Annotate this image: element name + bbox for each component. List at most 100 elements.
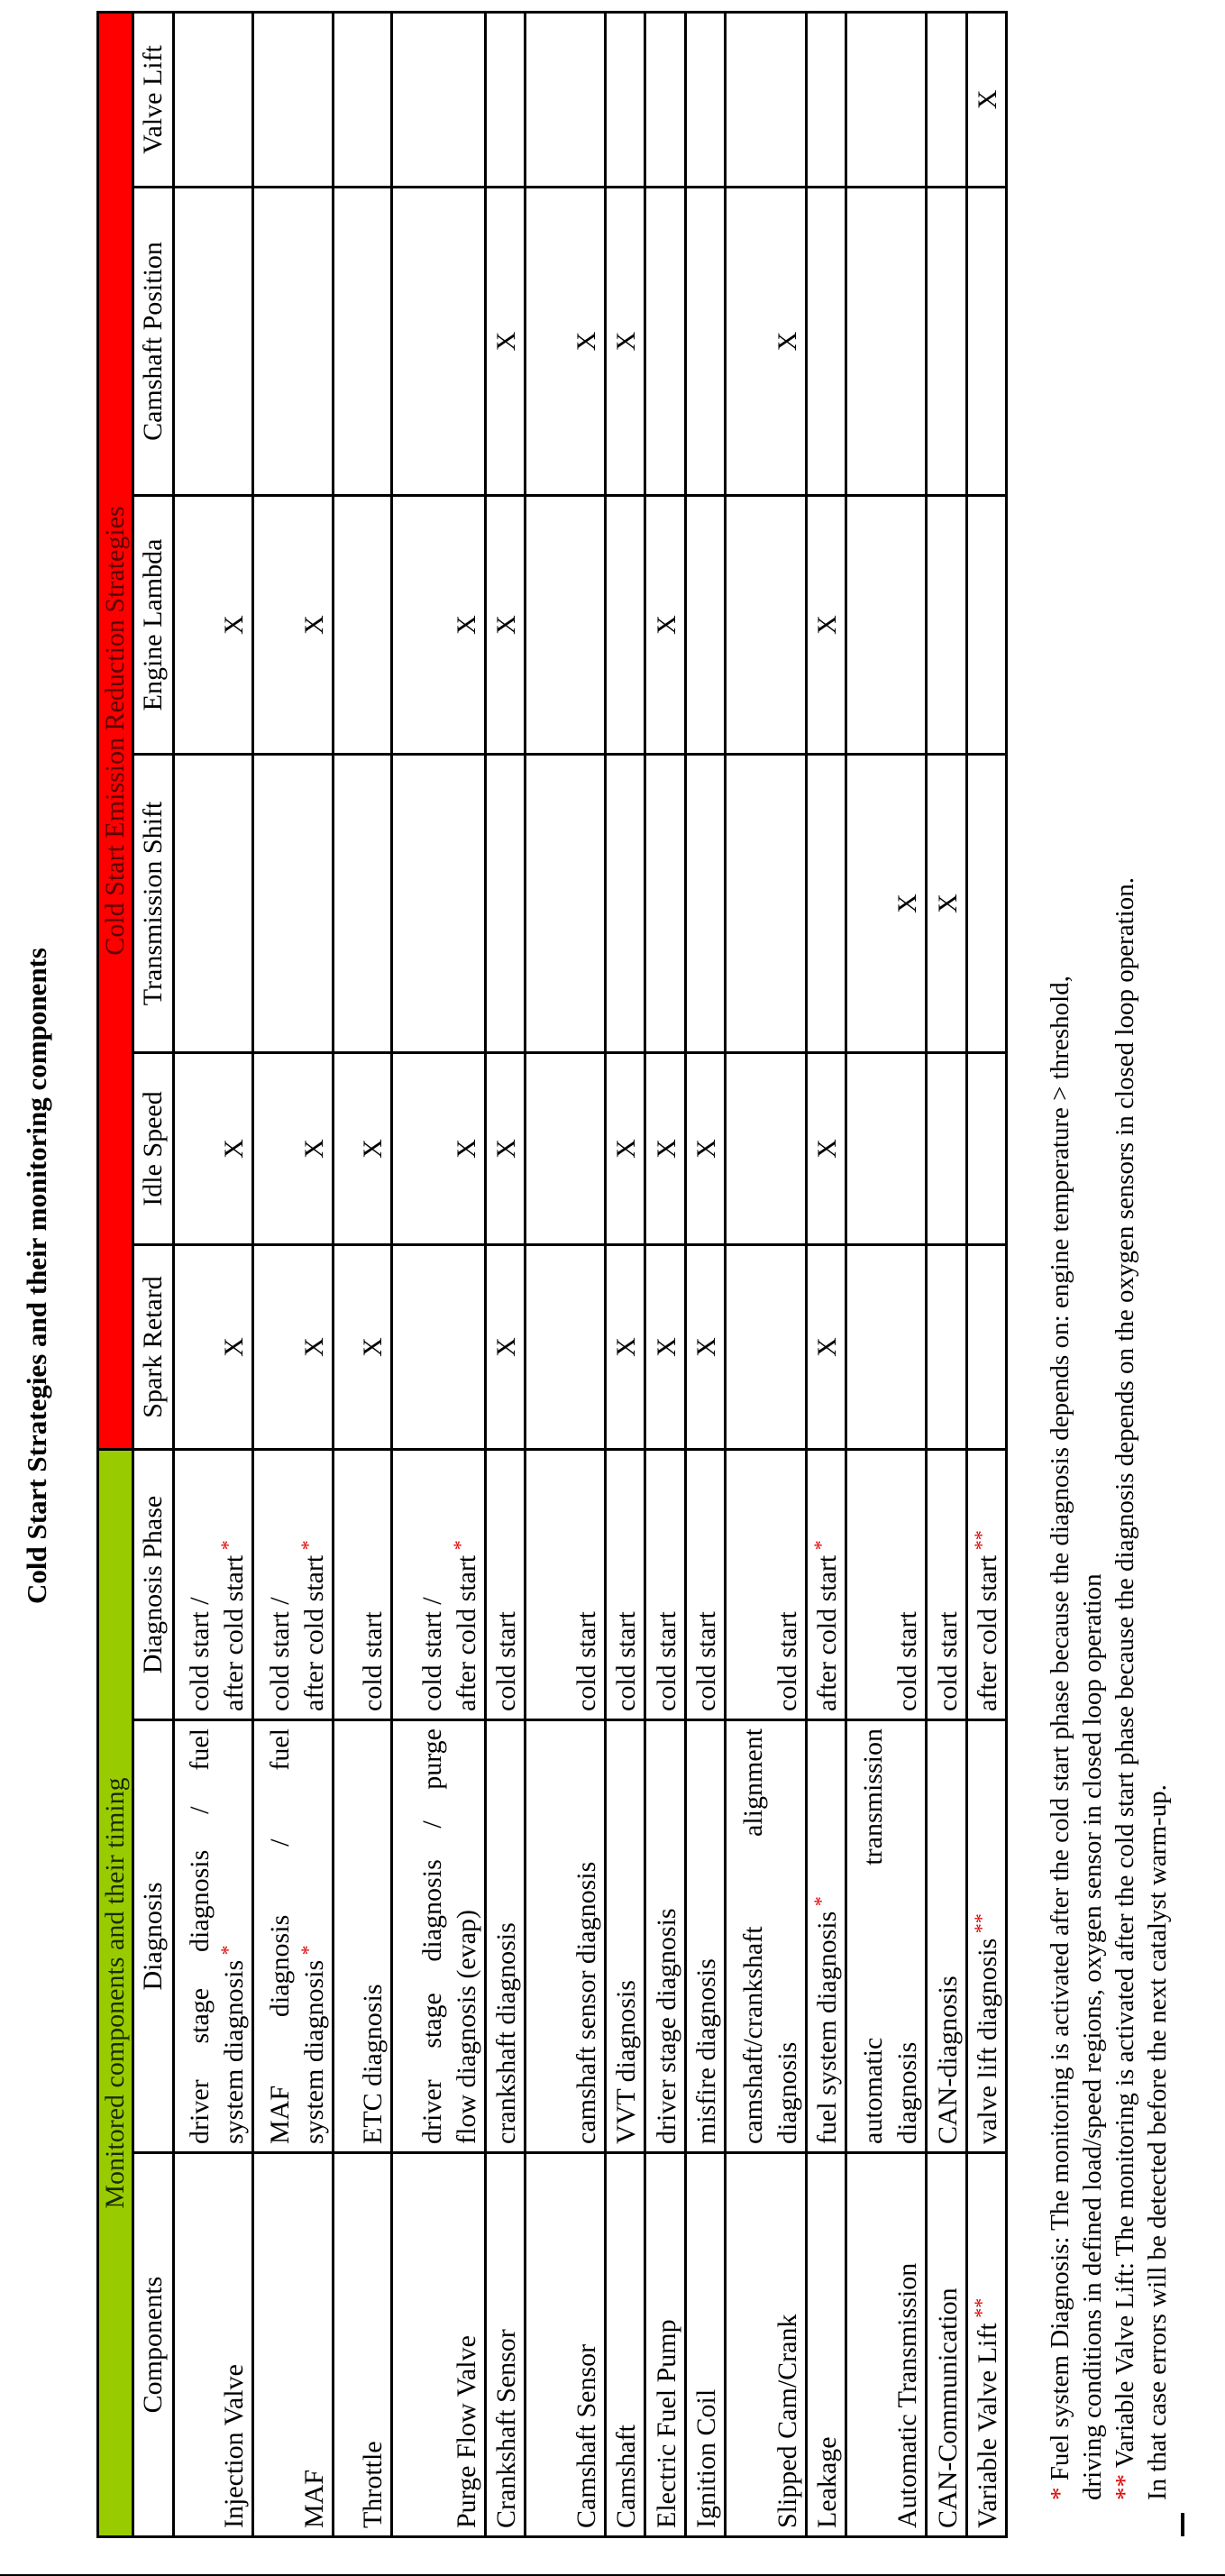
x-mark: X	[491, 615, 521, 635]
x-mark: X	[691, 1139, 721, 1159]
table-row: Throttle ETC diagnosis cold start X X	[333, 12, 392, 2537]
x-mark: X	[772, 331, 802, 352]
cell-transmission-shift	[806, 754, 846, 1053]
diagnosis-text: ETC diagnosis	[358, 1984, 388, 2145]
footnote-marker: *	[1046, 2487, 1074, 2501]
cell-spark-retard	[725, 1244, 807, 1450]
cell-camshaft-position	[806, 187, 846, 496]
footnotes: * Fuel system Diagnosis: The monitoring …	[1044, 877, 1174, 2500]
phase-line: cold start	[356, 1458, 390, 1711]
cell-transmission-shift: X	[926, 754, 967, 1053]
group-header-monitored: Monitored components and their timing	[97, 1449, 133, 2537]
cell-diagnosis-phase: cold start	[605, 1449, 645, 1720]
phase-text: after cold start	[973, 1554, 1002, 1711]
component-name: Electric Fuel Pump	[652, 2319, 681, 2528]
cell-idle-speed	[966, 1052, 1007, 1245]
diagnosis-line: VVT diagnosis	[609, 1728, 644, 2144]
cell-camshaft-position	[173, 187, 253, 496]
cell-diagnosis: camshaft/crankshaft alignment diagnosis	[725, 1719, 807, 2153]
diagnosis-text: camshaft/crankshaft alignment	[738, 1728, 768, 2144]
cell-valve-lift	[333, 12, 392, 188]
cell-engine-lambda: X	[644, 495, 686, 755]
diagnosis-text: MAF diagnosis / fuel	[265, 1728, 295, 2144]
cell-spark-retard: X	[605, 1244, 645, 1450]
cell-idle-speed: X	[685, 1052, 726, 1245]
col-header-transmission-shift: Transmission Shift	[133, 754, 174, 1053]
component-name: Automatic Transmission	[892, 2262, 922, 2528]
cell-diagnosis-phase: cold start / after cold start *	[252, 1449, 334, 1720]
cell-engine-lambda: X	[252, 495, 334, 755]
diagnosis-line: MAF diagnosis / fuel	[263, 1728, 297, 2144]
table-row: Injection Valve driver stage diagnosis / …	[173, 12, 253, 2537]
cell-idle-speed	[725, 1052, 807, 1245]
table-row: Purge Flow Valve driver stage diagnosis /…	[391, 12, 486, 2537]
diagnosis-line: system diagnosis *	[216, 1728, 251, 2144]
col-header-diagnosis: Diagnosis	[133, 1719, 174, 2153]
cell-valve-lift: X	[966, 12, 1007, 188]
diagnosis-line: camshaft sensor diagnosis	[570, 1728, 604, 2144]
col-header-camshaft-position: Camshaft Position	[133, 187, 174, 496]
x-mark: X	[219, 1337, 249, 1357]
cell-idle-speed	[926, 1052, 967, 1245]
cell-diagnosis-phase: cold start	[685, 1449, 726, 1720]
cell-idle-speed	[525, 1052, 606, 1245]
col-header-engine-lambda: Engine Lambda	[133, 495, 174, 755]
cell-engine-lambda	[525, 495, 606, 755]
cell-component: CAN-Communication	[926, 2152, 967, 2537]
cell-engine-lambda: X	[173, 495, 253, 755]
phase-text: after cold start	[299, 1554, 329, 1711]
diagnosis-text: system diagnosis	[299, 1959, 329, 2144]
cell-idle-speed: X	[252, 1052, 334, 1245]
page-title: Cold Start Strategies and their monitori…	[21, 948, 52, 1604]
phase-line: cold start	[891, 1458, 925, 1711]
phase-line: cold start /	[416, 1458, 450, 1711]
footnote-marker: *	[809, 1896, 832, 1911]
diagnosis-line: automatic transmission	[856, 1728, 891, 2144]
footnote-marker: **	[970, 1913, 992, 1939]
cell-valve-lift	[846, 12, 927, 188]
x-mark: X	[491, 1337, 521, 1357]
phase-text: cold start /	[185, 1597, 215, 1711]
diagnosis-text: driver stage diagnosis / fuel	[185, 1728, 215, 2144]
table-row: Crankshaft Sensor crankshaft diagnosis col…	[485, 12, 526, 2537]
x-mark: X	[491, 331, 521, 352]
cell-component: Purge Flow Valve	[391, 2152, 486, 2537]
phase-line: cold start /	[183, 1458, 217, 1711]
footnote-marker: **	[970, 2297, 992, 2324]
cell-diagnosis-phase: cold start	[725, 1449, 807, 1720]
diagnosis-text: diagnosis	[772, 2041, 802, 2144]
table-row: Slipped Cam/Crank camshaft/crankshaft ali…	[725, 12, 807, 2537]
x-mark: X	[933, 894, 963, 913]
cell-component: Throttle	[333, 2152, 392, 2537]
cell-diagnosis: driver stage diagnosis	[644, 1719, 686, 2153]
cell-diagnosis-phase: cold start	[525, 1449, 606, 1720]
cell-valve-lift	[252, 12, 334, 188]
cell-transmission-shift	[252, 754, 334, 1053]
diagnosis-line: driver stage diagnosis / fuel	[183, 1728, 217, 2144]
diagnosis-text: misfire diagnosis	[691, 1958, 721, 2144]
phase-text: cold start	[491, 1611, 521, 1711]
phase-text: cold start /	[417, 1597, 447, 1711]
phase-text: cold start /	[265, 1597, 295, 1711]
cell-idle-speed: X	[333, 1052, 392, 1245]
x-mark: X	[299, 1337, 329, 1357]
cell-component: Slipped Cam/Crank	[725, 2152, 807, 2537]
footnote-line: * Fuel system Diagnosis: The monitoring …	[1044, 877, 1076, 2500]
cell-spark-retard	[391, 1244, 486, 1450]
diagnosis-text: driver stage diagnosis	[652, 1908, 681, 2144]
footnote-text: Fuel system Diagnosis: The monitoring is…	[1046, 976, 1074, 2488]
cell-camshaft-position	[391, 187, 486, 496]
cell-idle-speed: X	[485, 1052, 526, 1245]
cell-transmission-shift	[173, 754, 253, 1053]
cell-component: Camshaft Sensor	[525, 2152, 606, 2537]
cell-component: Camshaft	[605, 2152, 645, 2537]
phase-text: after cold start	[219, 1554, 249, 1711]
cell-diagnosis-phase: cold start	[644, 1449, 686, 1720]
cell-camshaft-position: X	[485, 187, 526, 496]
phase-line: after cold start *	[216, 1458, 251, 1711]
cell-engine-lambda	[926, 495, 967, 755]
cell-transmission-shift	[391, 754, 486, 1053]
table-row: Variable Valve Lift ** valve lift diagnos…	[966, 12, 1007, 2537]
footnote-marker: **	[970, 1530, 992, 1555]
